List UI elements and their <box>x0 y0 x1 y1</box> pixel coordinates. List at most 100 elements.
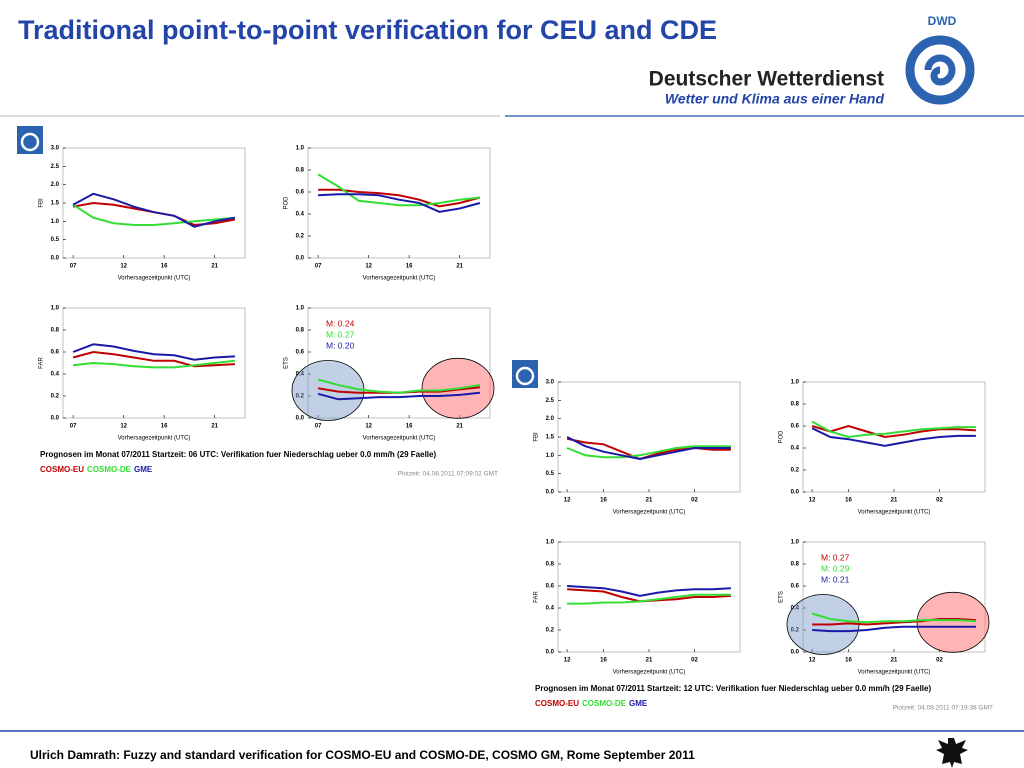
plot-frame <box>62 307 246 419</box>
x-tick-label: 21 <box>646 658 653 664</box>
eagle-shape <box>936 738 968 768</box>
y-tick-label: 0.4 <box>546 606 555 612</box>
slide-title: Traditional point-to-point verification … <box>18 15 717 45</box>
series-line <box>317 378 481 394</box>
series-line <box>72 203 235 226</box>
series-line <box>812 625 976 633</box>
x-tick-label: 12 <box>809 498 816 504</box>
dwd-logo: DWD <box>905 14 975 105</box>
x-axis-label: Vorhersagezeitpunkt (UTC) <box>613 670 686 676</box>
y-tick-label: 0.0 <box>791 490 800 496</box>
y-tick-label: 0.6 <box>791 584 800 590</box>
y-tick-label: 0.8 <box>546 562 555 568</box>
series-line <box>317 173 481 207</box>
y-tick-label: 0.2 <box>296 234 305 240</box>
x-axis-label: Vorhersagezeitpunkt (UTC) <box>118 436 191 442</box>
footer-text: Ulrich Damrath: Fuzzy and standard verif… <box>30 748 695 762</box>
series-line <box>72 192 236 228</box>
x-tick-label: 12 <box>120 264 127 270</box>
y-tick-label: 0.4 <box>791 606 800 612</box>
series-line <box>811 420 976 439</box>
series-line <box>317 391 481 401</box>
plot-time: Plotzeit: 04.08.2011 07:19:38 GMT <box>893 705 993 712</box>
x-axis-label: Vorhersagezeitpunkt (UTC) <box>858 510 931 516</box>
y-tick-label: 0.6 <box>51 350 60 356</box>
plot-frame <box>307 147 491 259</box>
y-tick-label: 0.8 <box>791 402 800 408</box>
plot-time: Plotzeit: 04.08.2011 07:09:02 GMT <box>398 471 498 478</box>
logo-spiral <box>924 54 956 86</box>
x-tick-label: 12 <box>564 658 571 664</box>
y-tick-label: 0.0 <box>51 416 60 422</box>
y-tick-label: 0.6 <box>546 584 555 590</box>
legend-entry: GME <box>629 699 648 708</box>
x-tick-label: 12 <box>120 424 127 430</box>
series-line <box>567 585 731 597</box>
legend-entry: COSMO-EU <box>40 465 84 474</box>
panel-caption: Prognosen im Monat 07/2011 Startzeit: 12… <box>535 684 931 693</box>
x-tick-label: 16 <box>406 264 413 270</box>
y-tick-label: 2.5 <box>546 398 555 404</box>
x-tick-label: 02 <box>691 498 698 504</box>
y-tick-label: 3.0 <box>51 146 60 152</box>
x-tick-label: 02 <box>936 658 943 664</box>
annotation: M: 0.27 <box>326 329 355 339</box>
y-tick-label: 1.0 <box>296 306 305 312</box>
x-tick-label: 02 <box>936 498 943 504</box>
y-tick-label: 1.0 <box>546 540 555 546</box>
y-tick-label: 0.4 <box>296 212 305 218</box>
y-axis-label: FAR <box>534 591 540 603</box>
x-tick-label: 12 <box>365 424 372 430</box>
org-name: Deutscher Wetterdienst <box>649 68 884 91</box>
series-line <box>72 343 235 361</box>
x-tick-label: 16 <box>161 424 168 430</box>
series-line <box>812 618 976 626</box>
x-tick-label: 07 <box>315 264 322 270</box>
x-tick-label: 16 <box>845 658 852 664</box>
y-axis-label: ETS <box>284 357 290 369</box>
legend-entry: COSMO-EU <box>535 699 579 708</box>
y-tick-label: 0.2 <box>791 628 800 634</box>
y-tick-label: 1.0 <box>296 146 305 152</box>
x-tick-label: 12 <box>809 658 816 664</box>
y-tick-label: 0.0 <box>791 650 800 656</box>
x-axis-label: Vorhersagezeitpunkt (UTC) <box>363 276 436 282</box>
x-tick-label: 02 <box>691 658 698 664</box>
y-tick-label: 0.5 <box>546 471 555 477</box>
x-tick-label: 12 <box>365 264 372 270</box>
y-tick-label: 1.0 <box>791 540 800 546</box>
y-tick-label: 1.5 <box>51 201 60 207</box>
y-tick-label: 0.0 <box>296 416 305 422</box>
panel-badge-ring <box>515 366 535 386</box>
y-tick-label: 1.0 <box>546 453 555 459</box>
x-tick-label: 07 <box>315 424 322 430</box>
x-axis-label: Vorhersagezeitpunkt (UTC) <box>613 510 686 516</box>
x-tick-label: 21 <box>646 498 653 504</box>
legend-entry: COSMO-DE <box>582 699 627 708</box>
x-tick-label: 12 <box>564 498 571 504</box>
y-tick-label: 0.0 <box>51 256 60 262</box>
annotation: M: 0.20 <box>326 340 355 350</box>
panel-caption: Prognosen im Monat 07/2011 Startzeit: 06… <box>40 450 436 459</box>
y-axis-label: POD <box>284 196 290 210</box>
y-tick-label: 2.0 <box>546 416 555 422</box>
y-tick-label: 0.0 <box>546 490 555 496</box>
y-tick-label: 0.2 <box>51 394 60 400</box>
x-tick-label: 21 <box>211 424 218 430</box>
series-line <box>811 612 976 624</box>
eagle <box>936 738 968 768</box>
y-tick-label: 1.0 <box>51 306 60 312</box>
x-tick-label: 16 <box>600 498 607 504</box>
series-line <box>318 188 481 208</box>
highlight-right <box>916 591 990 653</box>
y-tick-label: 0.2 <box>296 394 305 400</box>
x-tick-label: 21 <box>456 264 463 270</box>
series-line <box>566 436 731 461</box>
y-tick-label: 0.8 <box>51 328 60 334</box>
x-tick-label: 16 <box>845 498 852 504</box>
y-tick-label: 0.0 <box>296 256 305 262</box>
series-line <box>811 424 976 439</box>
legend-entry: COSMO-DE <box>87 465 132 474</box>
x-tick-label: 21 <box>211 264 218 270</box>
